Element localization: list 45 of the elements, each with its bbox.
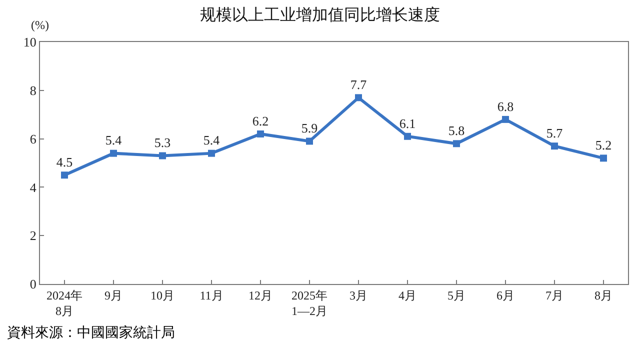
y-tick-label: 2 xyxy=(30,228,36,244)
y-tick-label: 6 xyxy=(30,131,37,146)
x-tick-label: 11月 xyxy=(200,288,224,302)
y-axis-title: (%) xyxy=(31,18,49,32)
data-label: 6.1 xyxy=(399,116,416,131)
x-tick-label: 10月 xyxy=(150,288,174,302)
point xyxy=(551,142,558,150)
point xyxy=(110,150,117,157)
point xyxy=(61,172,68,179)
x-tick-label: 2024年 8月 xyxy=(46,288,82,318)
y-tick-label: 10 xyxy=(23,34,36,50)
x-tick-label: 9月 xyxy=(104,288,122,302)
data-label: 5.9 xyxy=(301,120,318,136)
source-note: 資料來源：中國國家統計局 xyxy=(7,325,175,341)
data-label: 6.8 xyxy=(497,98,514,114)
data-label: 7.7 xyxy=(350,77,368,92)
data-label: 5.4 xyxy=(203,132,220,148)
x-tick-label: 6月 xyxy=(496,288,514,302)
x-tick-label: 8月 xyxy=(594,288,612,302)
point xyxy=(355,94,362,102)
point xyxy=(306,138,313,145)
x-tick-label: 5月 xyxy=(448,288,466,302)
point xyxy=(208,150,215,157)
data-label: 5.2 xyxy=(595,138,612,153)
point xyxy=(159,152,166,160)
data-label: 6.2 xyxy=(252,113,269,128)
data-label: 5.8 xyxy=(448,123,465,138)
data-label: 5.7 xyxy=(546,125,564,140)
x-tick-label: 7月 xyxy=(546,288,564,302)
x-tick-label: 2025年 1—2月 xyxy=(292,288,328,318)
x-tick-label: 3月 xyxy=(350,288,368,302)
data-label: 4.5 xyxy=(56,154,73,170)
point xyxy=(502,116,509,123)
data-label: 5.3 xyxy=(154,135,171,150)
point xyxy=(600,154,607,162)
point xyxy=(453,140,460,148)
point xyxy=(404,132,411,140)
point xyxy=(257,130,264,138)
y-tick-label: 8 xyxy=(30,82,36,98)
y-tick-label: 0 xyxy=(30,276,36,292)
x-tick-label: 12月 xyxy=(248,288,272,302)
y-tick-label: 4 xyxy=(30,180,37,195)
chart-title: 规模以上工业增加值同比增长速度 xyxy=(200,4,440,24)
data-label: 5.4 xyxy=(105,132,122,148)
x-tick-label: 4月 xyxy=(398,288,416,302)
